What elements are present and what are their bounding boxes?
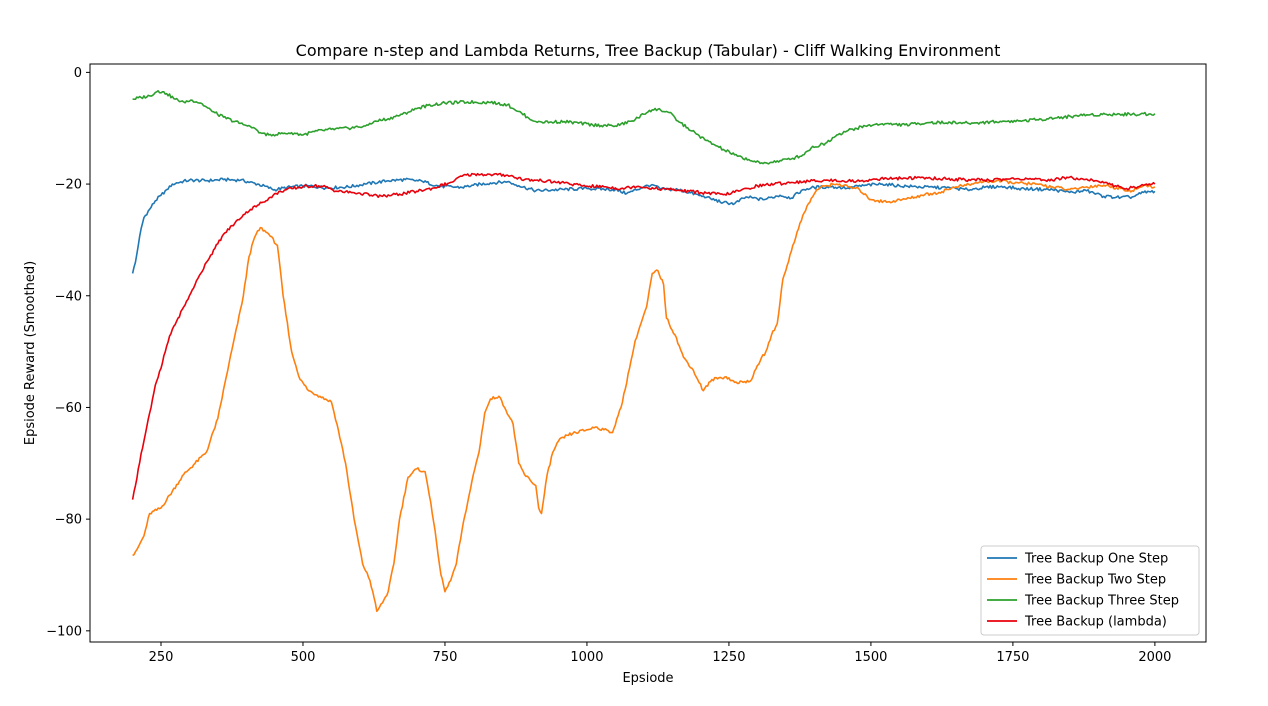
y-tick-label: −20 — [55, 178, 82, 193]
legend-box — [980, 545, 1200, 636]
chart-title: Compare n-step and Lambda Returns, Tree … — [296, 41, 1001, 60]
series-line-tree-backup-lambda — [131, 172, 1156, 500]
series-layer — [131, 90, 1156, 613]
legend-label: Tree Backup Two Step — [1024, 573, 1166, 588]
y-axis-label: Epsiode Reward (Smoothed) — [23, 261, 38, 445]
y-tick-label: −40 — [55, 289, 82, 304]
series-line-tree-backup-three-step — [132, 90, 1156, 165]
legend-label: Tree Backup Three Step — [1024, 594, 1179, 609]
x-tick-label: 1500 — [854, 650, 887, 665]
x-axis-ticks: 250 500 750 1000 1250 1500 1750 2000 — [149, 642, 1171, 665]
x-tick-label: 2000 — [1138, 650, 1171, 665]
x-tick-label: 1750 — [996, 650, 1029, 665]
x-tick-label: 1000 — [570, 650, 603, 665]
legend-label: Tree Backup One Step — [1024, 552, 1168, 567]
y-axis-ticks: 0 −20 −40 −60 −80 −100 — [46, 66, 90, 639]
legend: Tree Backup One Step Tree Backup Two Step… — [980, 545, 1200, 636]
plot-frame — [89, 63, 1207, 643]
x-tick-label: 750 — [433, 650, 458, 665]
y-tick-label: −80 — [55, 513, 82, 528]
x-tick-label: 250 — [149, 650, 174, 665]
y-tick-label: −100 — [46, 624, 82, 639]
series-line-tree-backup-two-step — [132, 179, 1156, 613]
x-tick-label: 500 — [291, 650, 316, 665]
x-tick-label: 1250 — [712, 650, 745, 665]
x-axis-label: Epsiode — [622, 671, 673, 686]
y-tick-label: −60 — [55, 401, 82, 416]
legend-label: Tree Backup (lambda) — [1024, 615, 1167, 630]
y-tick-label: 0 — [74, 66, 82, 81]
